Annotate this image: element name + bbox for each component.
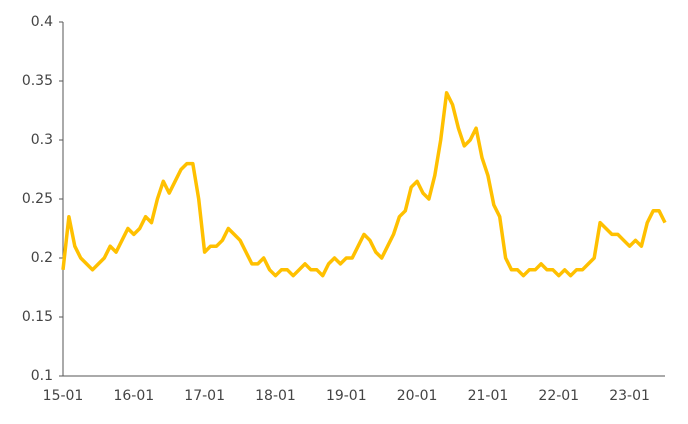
y-tick-label: 0.3	[31, 132, 53, 148]
y-tick-label: 0.4	[31, 14, 53, 30]
y-tick-label: 0.25	[22, 191, 53, 207]
y-tick-label: 0.35	[22, 73, 53, 89]
x-tick-label: 16-01	[113, 388, 154, 404]
y-tick-label: 0.15	[22, 309, 53, 325]
x-tick-label: 15-01	[43, 388, 84, 404]
x-tick-label: 17-01	[184, 388, 225, 404]
x-tick-label: 21-01	[468, 388, 509, 404]
x-tick-label: 23-01	[609, 388, 650, 404]
x-tick-label: 18-01	[255, 388, 296, 404]
x-tick-label: 22-01	[538, 388, 579, 404]
y-tick-label: 0.2	[31, 250, 53, 266]
line-series	[61, 91, 667, 278]
x-tick-label: 19-01	[326, 388, 367, 404]
y-tick-label: 0.1	[31, 368, 53, 384]
x-tick-label: 20-01	[397, 388, 438, 404]
